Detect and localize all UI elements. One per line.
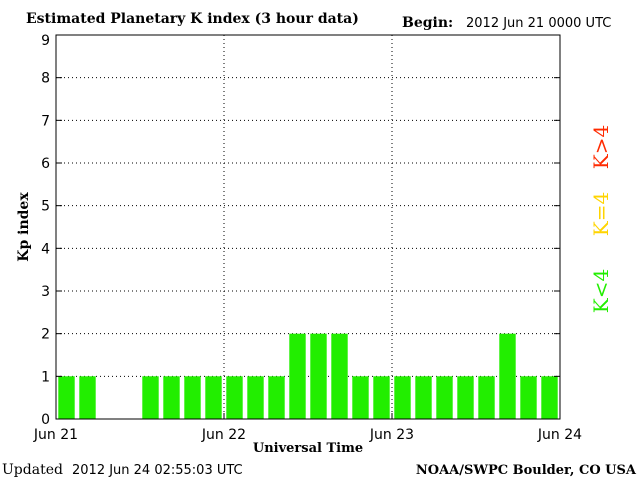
y-axis-label: Kp index: [16, 192, 32, 262]
kp-bar: [352, 376, 369, 419]
y-tick-label: 3: [41, 284, 50, 300]
updated-value: 2012 Jun 24 02:55:03 UTC: [72, 463, 243, 478]
kp-bar: [247, 376, 264, 419]
begin-label: Begin:: [402, 15, 453, 31]
kp-bar: [331, 333, 348, 419]
y-tick-label: 2: [41, 327, 50, 343]
legend-k-equal-4: K=4: [589, 192, 613, 236]
legend-k-below-4: K<4: [589, 269, 613, 313]
plot-frame: [55, 34, 561, 420]
kp-bar: [205, 376, 222, 419]
kp-bar: [310, 333, 327, 419]
x-axis-ticks: Jun 21 Jun 22 Jun 23 Jun 24: [33, 413, 582, 443]
legend-k-above-4: K>4: [589, 125, 613, 169]
updated-label: Updated: [2, 462, 63, 478]
y-tick-label: 8: [41, 71, 50, 87]
grid-lines: [56, 35, 560, 419]
kp-bar: [373, 376, 390, 419]
kp-bar: [268, 376, 285, 419]
kp-bar: [415, 376, 432, 419]
kp-bar: [163, 376, 180, 419]
y-tick-label: 0: [41, 412, 50, 428]
x-tick-label: Jun 24: [537, 427, 582, 443]
kp-bar: [79, 376, 96, 419]
x-tick-label: Jun 23: [369, 427, 414, 443]
kp-bar: [499, 333, 516, 419]
y-axis-ticks: 0 1 2 3 4 5 6 7 8 9: [41, 33, 560, 428]
bar-series: [58, 333, 558, 419]
kp-bar: [142, 376, 159, 419]
chart-title: Estimated Planetary K index (3 hour data…: [26, 11, 359, 27]
kp-bar: [541, 376, 558, 419]
x-axis-label: Universal Time: [253, 441, 363, 456]
y-tick-label: 4: [41, 241, 50, 257]
x-tick-label: Jun 22: [201, 427, 246, 443]
y-tick-label: 7: [41, 113, 50, 129]
kp-bar: [289, 333, 306, 419]
kp-bar: [436, 376, 453, 419]
x-tick-label: Jun 21: [33, 427, 78, 443]
kp-bar: [226, 376, 243, 419]
y-tick-label: 9: [41, 33, 50, 49]
kp-bar: [394, 376, 411, 419]
legend: K>4 K=4 K<4: [589, 125, 613, 313]
y-tick-label: 6: [41, 156, 50, 172]
begin-value: 2012 Jun 21 0000 UTC: [466, 16, 611, 31]
kp-bar: [58, 376, 75, 419]
y-tick-label: 1: [41, 369, 50, 385]
kp-bar: [520, 376, 537, 419]
credit-text: NOAA/SWPC Boulder, CO USA: [416, 463, 637, 478]
kp-bar: [478, 376, 495, 419]
kp-bar: [457, 376, 474, 419]
y-tick-label: 5: [41, 199, 50, 215]
kp-bar: [184, 376, 201, 419]
